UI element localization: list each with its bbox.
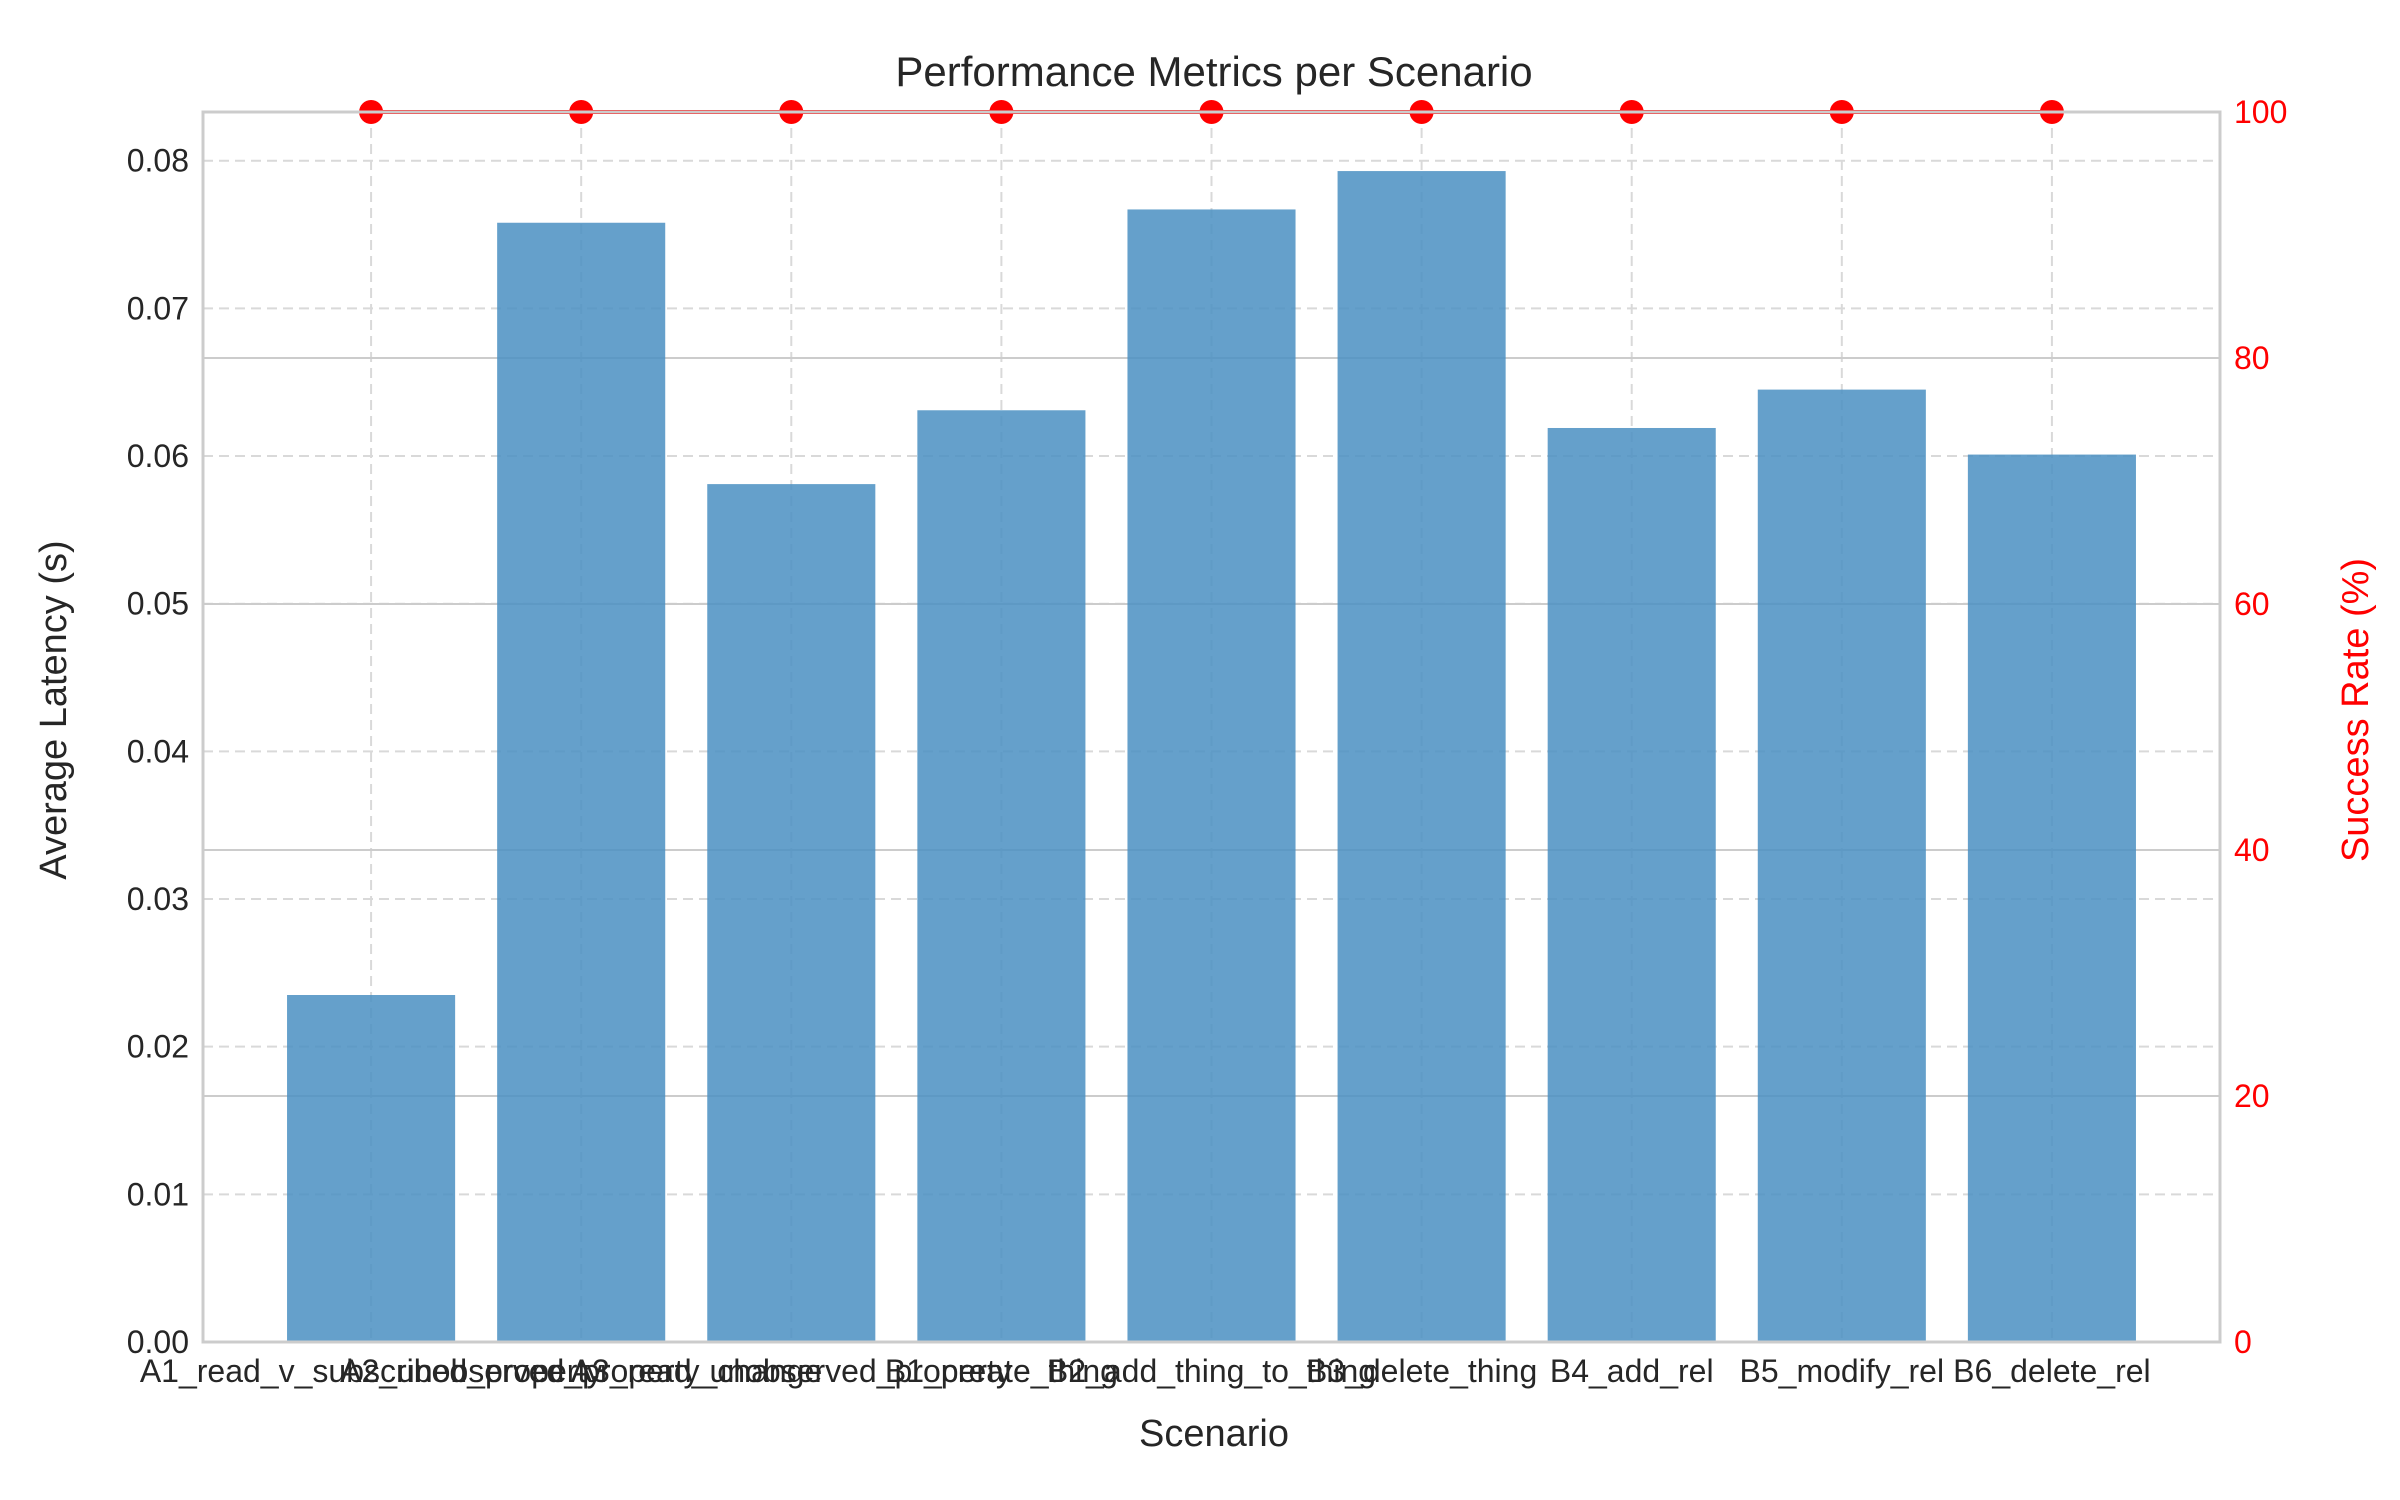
x-tick-label: A2_unobserved_property_change <box>340 1353 822 1389</box>
y2-tick-label: 0 <box>2234 1324 2252 1360</box>
bar-layer <box>287 171 2136 1343</box>
chart-title: Performance Metrics per Scenario <box>895 48 1532 95</box>
y-tick-label: 0.05 <box>127 586 189 622</box>
x-tick-label: A1_read_v_subscribed_property <box>140 1353 603 1389</box>
latency-bar <box>1967 454 2136 1342</box>
y-tick-label: 0.01 <box>127 1176 189 1212</box>
y-tick-label: 0.06 <box>127 438 189 474</box>
tick-layer: 0.00 0.01 0.02 0.03 0.04 0.05 0.06 0.07 0.08 0 20 4… <box>127 94 2288 1389</box>
latency-bar <box>1757 389 1926 1343</box>
x-tick-label: B4_add_rel <box>1550 1353 1714 1389</box>
y-tick-label: 0.03 <box>127 881 189 917</box>
y2-tick-label: 20 <box>2234 1078 2270 1114</box>
y-tick-label: 0.04 <box>127 733 189 769</box>
plot-frame <box>201 110 2222 1344</box>
latency-bar <box>497 222 666 1343</box>
y-axis-label: Average Latency (s) <box>33 540 75 879</box>
x-tick-label: B2_add_thing_to_thing <box>1047 1353 1376 1389</box>
x-tick-label: B1_create_thing <box>885 1353 1118 1389</box>
y-tick-label: 0.08 <box>127 143 189 179</box>
x-axis-label: Scenario <box>1139 1413 1289 1455</box>
y2-tick-label: 60 <box>2234 586 2270 622</box>
x-tick-label: B6_delete_rel <box>1953 1353 2150 1389</box>
latency-bar <box>1547 427 1716 1343</box>
x-tick-label: B5_modify_rel <box>1740 1353 1945 1389</box>
y2-tick-label: 40 <box>2234 832 2270 868</box>
latency-bar <box>917 410 1086 1342</box>
latency-bar <box>707 484 876 1342</box>
y2-tick-label: 100 <box>2234 94 2287 130</box>
x-tick-label: B3_delete_thing <box>1306 1353 1537 1389</box>
y-tick-label: 0.02 <box>127 1029 189 1065</box>
y2-axis-label: Success Rate (%) <box>2335 558 2377 862</box>
y2-tick-label: 80 <box>2234 340 2270 376</box>
latency-bar <box>287 995 456 1342</box>
spine-layer <box>201 110 2222 1344</box>
x-tick-label: A3_read_unobserved_property <box>571 1353 1012 1389</box>
y-tick-label: 0.00 <box>127 1324 189 1360</box>
latency-bar <box>1337 171 1506 1343</box>
y-tick-label: 0.07 <box>127 290 189 326</box>
latency-bar <box>1127 209 1296 1343</box>
